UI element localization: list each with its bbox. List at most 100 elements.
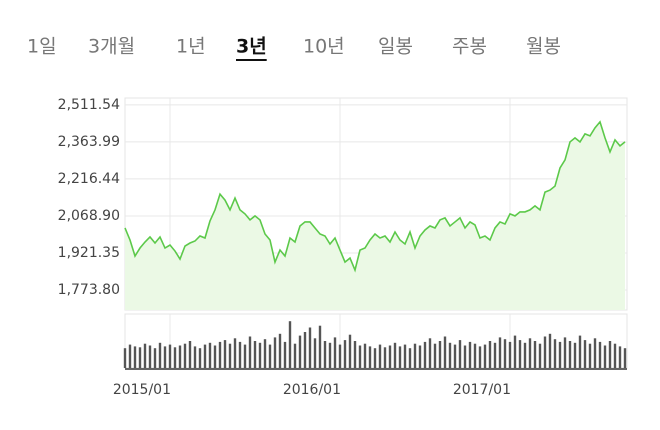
tab[interactable]: 1일 <box>27 36 57 58</box>
volume-bar <box>133 346 137 368</box>
volume-bar <box>213 345 217 368</box>
volume-bar <box>378 344 382 368</box>
volume-bar <box>423 341 427 368</box>
volume-bar <box>128 344 132 368</box>
volume-bar <box>358 345 362 368</box>
volume-bar <box>608 341 612 368</box>
volume-bar <box>168 344 172 368</box>
volume-bar <box>528 338 532 368</box>
volume-bar <box>543 336 547 368</box>
tab[interactable]: 주봉 <box>452 36 487 58</box>
volume-bar <box>293 343 297 368</box>
volume-bar <box>418 345 422 368</box>
y-tick-label: 1,921.35 <box>58 245 120 261</box>
volume-bar <box>193 346 197 368</box>
volume-bar <box>148 345 152 368</box>
volume-bar <box>123 348 127 368</box>
volume-bar <box>493 342 497 368</box>
tab[interactable]: 3개월 <box>88 36 135 58</box>
tab[interactable]: 10년 <box>303 36 345 58</box>
volume-bar <box>243 344 247 368</box>
volume-bar <box>343 340 347 368</box>
volume-bar <box>288 321 292 368</box>
volume-bar <box>388 345 392 368</box>
volume-bar <box>298 335 302 368</box>
volume-bar <box>588 343 592 368</box>
volume-bar <box>268 344 272 368</box>
volume-bar <box>613 343 617 368</box>
volume-bar <box>573 342 577 368</box>
volume-bar <box>453 344 457 368</box>
volume-bar <box>163 346 167 368</box>
volume-bar <box>263 339 267 368</box>
volume-bar <box>483 344 487 368</box>
volume-bar <box>353 341 357 368</box>
volume-bar <box>593 338 597 368</box>
volume-bar <box>173 347 177 368</box>
volume-bar <box>323 341 327 368</box>
volume-bar <box>513 335 517 368</box>
tab[interactable]: 1년 <box>176 36 206 58</box>
tab[interactable]: 월봉 <box>526 36 561 58</box>
volume-bar <box>223 340 227 368</box>
volume-bar <box>463 345 467 368</box>
volume-bar <box>203 344 207 368</box>
volume-bar <box>283 341 287 368</box>
volume-bar <box>568 341 572 368</box>
volume-bar <box>218 341 222 368</box>
volume-bar <box>518 340 522 368</box>
volume-bar <box>413 343 417 368</box>
volume-bar <box>233 338 237 368</box>
volume-bar <box>408 348 412 368</box>
y-tick-label: 2,216.44 <box>58 171 120 187</box>
volume-bar <box>228 343 232 368</box>
volume-bar <box>428 338 432 368</box>
tab[interactable]: 일봉 <box>378 36 413 58</box>
volume-bar <box>523 342 527 368</box>
volume-bar <box>503 339 507 368</box>
volume-bar <box>333 337 337 368</box>
tab[interactable]: 3년 <box>236 36 267 58</box>
volume-bar <box>158 342 162 368</box>
volume-bar <box>188 341 192 368</box>
volume-bar <box>183 343 187 368</box>
volume-bar <box>578 335 582 368</box>
volume-bar <box>508 341 512 368</box>
volume-bar <box>433 343 437 368</box>
volume-bar <box>348 334 352 368</box>
volume-bar <box>618 346 622 368</box>
volume-bar <box>363 343 367 368</box>
volume-bar <box>398 346 402 368</box>
volume-bar <box>558 341 562 368</box>
volume-bar <box>443 336 447 368</box>
volume-bar <box>498 337 502 368</box>
volume-bar <box>448 342 452 368</box>
volume-bar <box>198 348 202 368</box>
volume-bar <box>303 332 307 368</box>
volume-bar <box>383 347 387 368</box>
y-tick-label: 1,773.80 <box>58 282 120 298</box>
x-tick-label: 2017/01 <box>453 382 511 398</box>
volume-bar <box>373 348 377 368</box>
volume-bar <box>603 345 607 368</box>
volume-bar <box>368 346 372 368</box>
volume-bar <box>458 340 462 368</box>
y-tick-label: 2,511.54 <box>58 97 120 113</box>
volume-bar <box>563 337 567 368</box>
volume-bar <box>583 340 587 368</box>
x-tick-label: 2015/01 <box>113 382 171 398</box>
volume-bar <box>468 341 472 368</box>
volume-bar <box>533 341 537 368</box>
volume-bar <box>328 342 332 368</box>
volume-bar <box>238 341 242 368</box>
price-line <box>124 120 626 273</box>
volume-bar <box>178 345 182 368</box>
volume-bar <box>553 339 557 368</box>
volume-bar <box>278 333 282 368</box>
volume-bar <box>403 344 407 368</box>
volume-bar <box>258 342 262 368</box>
volume-bar <box>473 343 477 368</box>
area <box>125 121 625 310</box>
